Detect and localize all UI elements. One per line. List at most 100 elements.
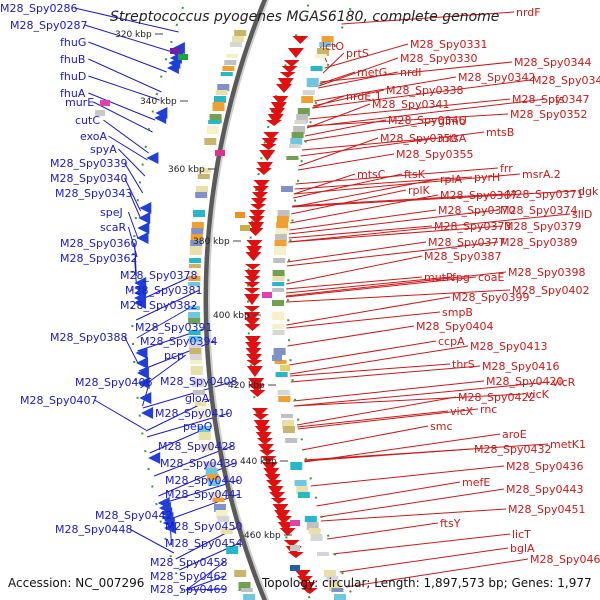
- gene-label-right[interactable]: M28_Spy0451: [508, 503, 585, 516]
- gene-label-left[interactable]: exoA: [80, 130, 107, 143]
- gene-label-right[interactable]: M28_Spy0377: [428, 236, 505, 249]
- gene-label-right[interactable]: dgk: [578, 185, 599, 198]
- gene-label-right[interactable]: metK1: [550, 438, 586, 451]
- gene-label-left[interactable]: pcp: [164, 349, 184, 362]
- gene-label-left[interactable]: pepQ: [183, 420, 213, 433]
- gene-label-right[interactable]: nrdI: [400, 66, 422, 79]
- gene-label-right[interactable]: M28_Spy0443: [506, 483, 583, 496]
- gene-label-right[interactable]: M28_Spy0432: [474, 443, 551, 456]
- gene-label-right[interactable]: glmU: [438, 115, 467, 128]
- gene-label-right[interactable]: M28_Spy0402: [512, 284, 589, 297]
- gene-label-right[interactable]: M28_Spy0338: [386, 84, 463, 97]
- gene-label-right[interactable]: M28_Spy0413: [470, 340, 547, 353]
- gene-label-right[interactable]: M28_Spy0387: [424, 250, 501, 263]
- gene-label-right[interactable]: M28_Spy0373: [434, 220, 511, 233]
- gene-label-right[interactable]: M28_Spy0374: [500, 204, 577, 217]
- gene-label-left[interactable]: M28_Spy0343: [55, 187, 132, 200]
- gene-label-right[interactable]: nrdF: [516, 6, 541, 19]
- gene-label-right[interactable]: mefE: [462, 476, 490, 489]
- gene-label-right[interactable]: M28_Spy0347: [512, 93, 589, 106]
- gene-label-right[interactable]: sllD: [572, 208, 592, 221]
- gene-label-left[interactable]: scaR: [100, 221, 127, 234]
- gene-label-right[interactable]: rplA: [440, 173, 463, 186]
- gene-label-left[interactable]: M28_Spy0440: [165, 474, 242, 487]
- gene-label-left[interactable]: M28_Spy0469: [150, 583, 227, 596]
- gene-label-right[interactable]: thrS: [452, 358, 475, 371]
- gene-label-left[interactable]: M28_Spy0442: [95, 509, 172, 522]
- gene-label-right[interactable]: M28_Spy0331: [410, 38, 487, 51]
- gene-label-right[interactable]: M28_Spy0341: [372, 98, 449, 111]
- gene-label-right[interactable]: rplK: [408, 184, 431, 197]
- gene-label-right[interactable]: M28_Spy0350: [380, 132, 457, 145]
- gene-label-right[interactable]: vicR: [552, 376, 576, 389]
- gene-label-right[interactable]: mtsA: [438, 132, 467, 145]
- gene-label-left[interactable]: M28_Spy0286: [0, 2, 77, 15]
- gene-label-right[interactable]: rnc: [480, 403, 497, 416]
- gene-label-left[interactable]: M28_Spy0406: [75, 376, 152, 389]
- gene-label-left[interactable]: cutC: [75, 114, 100, 127]
- gene-label-left[interactable]: M28_Spy0381: [125, 284, 202, 297]
- gene-label-left[interactable]: M28_Spy0382: [120, 299, 197, 312]
- gene-label-right[interactable]: M28_Spy0399: [452, 291, 529, 304]
- gene-label-left[interactable]: M28_Spy0441: [165, 488, 242, 501]
- gene-label-right[interactable]: M28_Spy0367: [440, 189, 517, 202]
- gene-label-left[interactable]: speJ: [100, 206, 123, 219]
- gene-label-right[interactable]: M28_Spy0344: [514, 56, 591, 69]
- gene-label-right[interactable]: mtsB: [486, 126, 514, 139]
- gene-label-right[interactable]: M28_Spy0330: [400, 52, 477, 65]
- gene-label-right[interactable]: M28_Spy0342: [458, 71, 535, 84]
- gene-label-right[interactable]: M28_Spy0404: [416, 320, 493, 333]
- gene-label-left[interactable]: M28_Spy0391: [135, 321, 212, 334]
- gene-label-right[interactable]: M28_Spy0416: [482, 360, 559, 373]
- gene-label-left[interactable]: M28_Spy0439: [160, 457, 237, 470]
- gene-label-left[interactable]: M28_Spy0339: [50, 157, 127, 170]
- gene-label-right[interactable]: pyrH: [474, 171, 500, 184]
- gene-label-left[interactable]: M28_Spy0462: [150, 570, 227, 583]
- gene-label-right[interactable]: vicK: [526, 388, 550, 401]
- gene-label-right[interactable]: M28_Spy0355: [396, 148, 473, 161]
- gene-label-right[interactable]: ccpA: [438, 335, 465, 348]
- gene-label-right[interactable]: fpg: [452, 271, 470, 284]
- gene-label-left[interactable]: M28_Spy0407: [20, 394, 97, 407]
- gene-label-right[interactable]: M28_Spy0352: [510, 108, 587, 121]
- gene-label-right[interactable]: M28_Spy0346: [388, 114, 465, 127]
- gene-label-right[interactable]: M28_Spy0460: [530, 553, 600, 566]
- gene-label-left[interactable]: M28_Spy0362: [60, 252, 137, 265]
- gene-label-left[interactable]: M28_Spy0458: [150, 556, 227, 569]
- gene-label-left[interactable]: M28_Spy0378: [120, 269, 197, 282]
- gene-label-right[interactable]: metG: [357, 66, 387, 79]
- gene-label-right[interactable]: licT: [512, 528, 531, 541]
- gene-label-right[interactable]: pfs: [548, 93, 565, 106]
- gene-label-left[interactable]: M28_Spy0388: [50, 331, 127, 344]
- gene-label-right[interactable]: smc: [430, 420, 453, 433]
- gene-label-right[interactable]: msrA.2: [522, 168, 561, 181]
- gene-label-right[interactable]: M28_Spy0370: [438, 204, 515, 217]
- gene-label-left[interactable]: M28_Spy0340: [50, 172, 127, 185]
- gene-label-right[interactable]: smpB: [442, 306, 473, 319]
- gene-label-left[interactable]: M28_Spy0287: [10, 19, 87, 32]
- gene-label-left[interactable]: M28_Spy0408: [160, 375, 237, 388]
- gene-label-left[interactable]: M28_Spy0360: [60, 237, 137, 250]
- gene-label-right[interactable]: mutR: [424, 271, 454, 284]
- gene-label-left[interactable]: M28_Spy0448: [55, 523, 132, 536]
- gene-label-right[interactable]: nrdE.1: [346, 90, 382, 103]
- gene-label-left[interactable]: fhuD: [60, 70, 86, 83]
- gene-label-right[interactable]: prtS: [346, 47, 369, 60]
- gene-label-right[interactable]: frr: [500, 162, 513, 175]
- gene-label-left[interactable]: fhuB: [60, 53, 85, 66]
- gene-label-left[interactable]: M28_Spy0394: [140, 335, 217, 348]
- gene-label-right[interactable]: lctO: [322, 40, 344, 53]
- gene-label-right[interactable]: bglA: [510, 542, 535, 555]
- gene-label-left[interactable]: M28_Spy0450: [165, 520, 242, 533]
- gene-label-right[interactable]: M28_Spy0420: [486, 375, 563, 388]
- gene-label-right[interactable]: M28_Spy0398: [508, 266, 585, 279]
- gene-label-left[interactable]: fhuG: [60, 36, 86, 49]
- gene-label-right[interactable]: M28_Spy0436: [506, 460, 583, 473]
- gene-label-right[interactable]: coaE: [478, 271, 505, 284]
- gene-label-left[interactable]: spyA: [90, 143, 117, 156]
- gene-label-right[interactable]: M28_Spy0422: [458, 391, 535, 404]
- gene-label-right[interactable]: vicX: [450, 405, 474, 418]
- gene-label-right[interactable]: ftsY: [440, 517, 461, 530]
- gene-label-right[interactable]: M28_Spy0379: [504, 220, 581, 233]
- gene-label-right[interactable]: aroE: [502, 428, 527, 441]
